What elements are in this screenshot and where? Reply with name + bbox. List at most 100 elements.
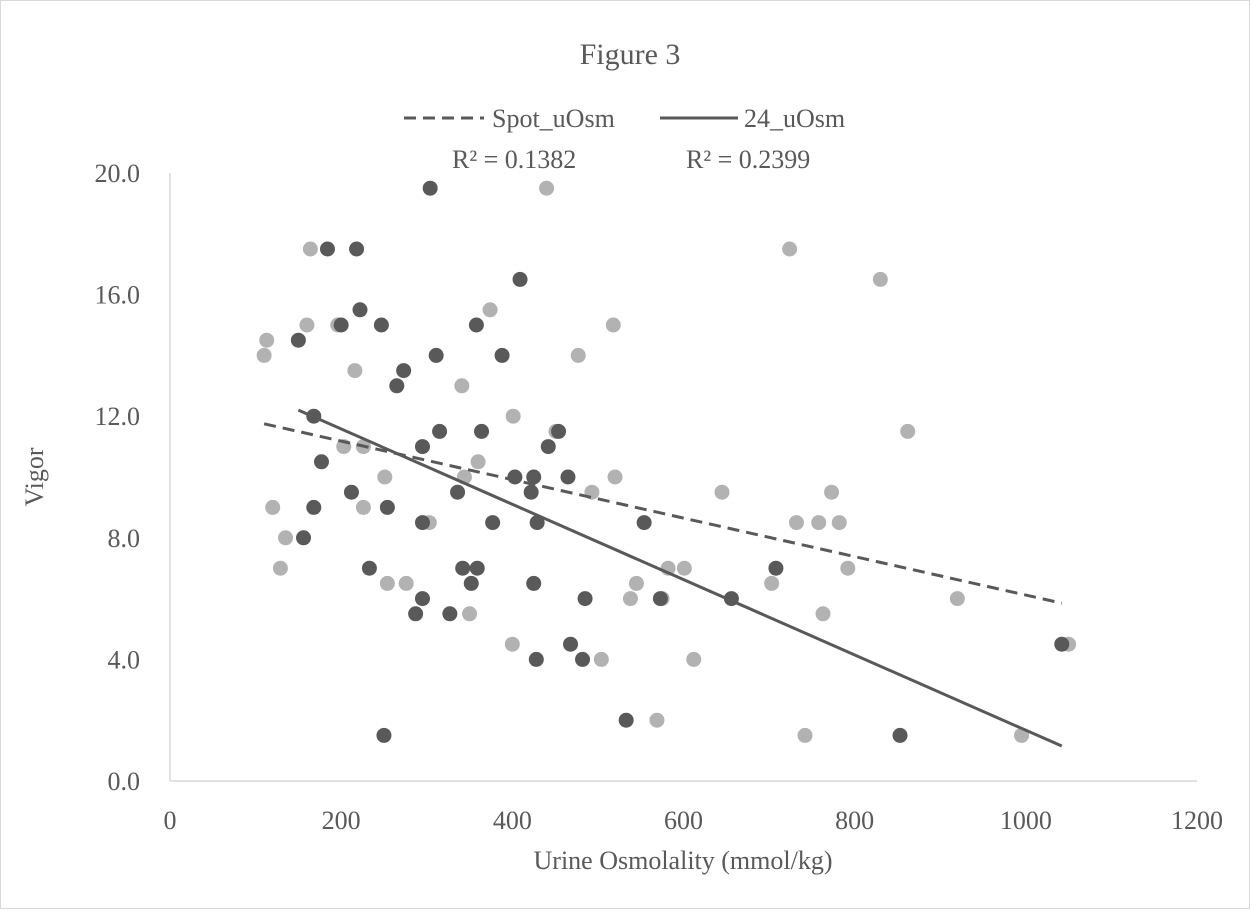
legend-24-label: 24_uOsm — [744, 104, 845, 133]
spot-uosm-point — [676, 560, 692, 576]
x-tick-label: 200 — [322, 806, 361, 835]
spot-uosm-point — [272, 560, 288, 576]
spot-uosm-point — [347, 363, 363, 379]
y-tick-label: 4.0 — [108, 645, 141, 674]
x-axis-label: Urine Osmolality (mmol/kg) — [534, 846, 833, 875]
legend: Spot_uOsm 24_uOsm R² = 0.1382 R² = 0.239… — [404, 104, 845, 174]
spot-uosm-point — [764, 575, 780, 591]
day-uosm-point — [618, 712, 634, 728]
day-uosm-point — [442, 606, 458, 622]
day-uosm-point — [349, 241, 365, 257]
day-uosm-point — [319, 241, 335, 257]
spot-uosm-point — [605, 317, 621, 333]
r2-24-label: R² = 0.2399 — [686, 145, 810, 174]
day-uosm-point — [560, 469, 576, 485]
day-uosm-point — [343, 484, 359, 500]
day-uosm-point — [296, 530, 312, 546]
day-uosm-point — [396, 363, 412, 379]
day-uosm-point — [529, 515, 545, 531]
day-uosm-point — [414, 439, 430, 455]
day-uosm-point — [474, 423, 490, 439]
day-uosm-points — [290, 180, 1070, 743]
day-uosm-point — [494, 347, 510, 363]
day-uosm-point — [551, 423, 567, 439]
day-uosm-point — [373, 317, 389, 333]
spot-uosm-point — [256, 347, 272, 363]
spot-uosm-points — [256, 180, 1077, 743]
spot-uosm-point — [570, 347, 586, 363]
day-uosm-point — [1054, 636, 1070, 652]
spot-uosm-point — [1014, 727, 1030, 743]
spot-uosm-point — [815, 606, 831, 622]
day-uosm-point — [468, 317, 484, 333]
day-uosm-point — [379, 499, 395, 515]
spot-uosm-point — [505, 408, 521, 424]
y-axis-label: Vigor — [20, 447, 49, 506]
y-tick-label: 16.0 — [95, 281, 141, 310]
day-uosm-point — [469, 560, 485, 576]
spot-uosm-point — [607, 469, 623, 485]
day-uosm-point — [333, 317, 349, 333]
day-uosm-point — [450, 484, 466, 500]
spot-uosm-point — [278, 530, 294, 546]
day-uosm-point — [526, 575, 542, 591]
legend-spot-label: Spot_uOsm — [492, 104, 615, 133]
chart-title: Figure 3 — [580, 38, 681, 71]
spot-uosm-point — [788, 515, 804, 531]
spot-uosm-point — [831, 515, 847, 531]
spot-uosm-point — [649, 712, 665, 728]
spot-uosm-point — [593, 651, 609, 667]
y-tick-label: 8.0 — [108, 524, 141, 553]
day-uosm-point — [306, 499, 322, 515]
spot-uosm-point — [504, 636, 520, 652]
day-uosm-point — [485, 515, 501, 531]
spot-uosm-point — [872, 271, 888, 287]
day-uosm-point — [414, 515, 430, 531]
spot-uosm-point — [539, 180, 555, 196]
day-uosm-point — [540, 439, 556, 455]
x-tick-label: 800 — [835, 806, 874, 835]
day-uosm-point — [563, 636, 579, 652]
day-uosm-point — [361, 560, 377, 576]
x-tick-label: 400 — [493, 806, 532, 835]
day-uosm-point — [768, 560, 784, 576]
y-tick-label: 12.0 — [95, 402, 141, 431]
spot-uosm-point — [462, 606, 478, 622]
y-tick-labels: 0.0 4.0 8.0 12.0 16.0 20.0 — [95, 159, 141, 796]
spot-uosm-point — [299, 317, 315, 333]
day-uosm-point — [463, 575, 479, 591]
day-uosm-point — [512, 271, 528, 287]
x-tick-labels: 0 200 400 600 800 1000 1200 — [164, 806, 1224, 835]
x-tick-label: 600 — [664, 806, 703, 835]
spot-uosm-point — [628, 575, 644, 591]
day-uosm-point — [422, 180, 438, 196]
spot-uosm-point — [259, 332, 275, 348]
day-uosm-point — [636, 515, 652, 531]
spot-uosm-point — [482, 302, 498, 318]
day-uosm-point — [376, 727, 392, 743]
spot-uosm-point — [811, 515, 827, 531]
spot-uosm-point — [302, 241, 318, 257]
spot-uosm-point — [379, 575, 395, 591]
day-uosm-point — [428, 347, 444, 363]
day-uosm-point — [526, 469, 542, 485]
spot-uosm-point — [398, 575, 414, 591]
x-tick-label: 0 — [164, 806, 177, 835]
day-uosm-point — [432, 423, 448, 439]
spot-uosm-point — [454, 378, 470, 394]
day-uosm-trendline — [297, 408, 1063, 748]
spot-uosm-point — [622, 591, 638, 607]
spot-uosm-point — [355, 499, 371, 515]
spot-uosm-point — [797, 727, 813, 743]
day-uosm-point — [892, 727, 908, 743]
spot-uosm-point — [714, 484, 730, 500]
day-uosm-point — [455, 560, 471, 576]
data-points — [256, 180, 1077, 743]
spot-uosm-point — [377, 469, 393, 485]
day-uosm-point — [575, 651, 591, 667]
x-tick-label: 1200 — [1171, 806, 1223, 835]
y-tick-label: 20.0 — [95, 159, 141, 188]
day-uosm-point — [414, 591, 430, 607]
day-uosm-point — [389, 378, 405, 394]
